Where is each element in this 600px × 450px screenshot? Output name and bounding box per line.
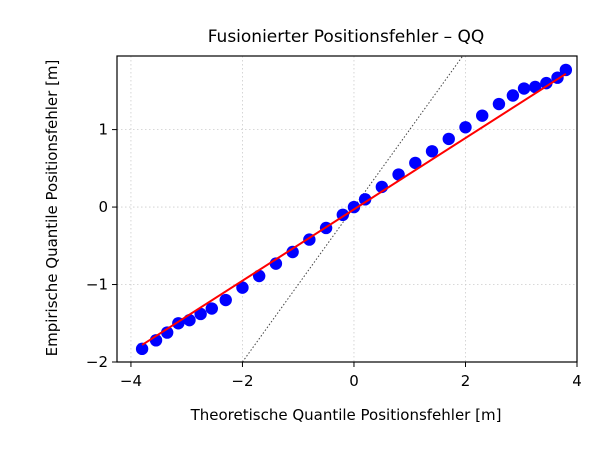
x-tick-label: −2 <box>231 372 253 390</box>
data-point <box>135 342 149 356</box>
data-point <box>528 80 542 94</box>
data-point <box>409 156 422 170</box>
data-point <box>492 97 506 111</box>
data-point <box>476 109 489 122</box>
x-tick-label: 2 <box>461 372 471 390</box>
y-axis-label: Empirische Quantile Positionsfehler [m] <box>43 60 61 357</box>
x-tick-label: 4 <box>572 372 582 390</box>
data-point <box>442 132 455 146</box>
x-axis-ticks: −4 −2 0 2 4 <box>120 362 582 390</box>
data-point <box>392 168 405 181</box>
fit-line-layer <box>141 72 567 346</box>
data-point <box>236 281 249 294</box>
data-point <box>194 307 207 321</box>
y-tick-label: 1 <box>98 121 108 139</box>
x-axis-label: Theoretische Quantile Positionsfehler [m… <box>190 406 502 424</box>
data-point <box>459 121 472 134</box>
data-point <box>205 302 218 315</box>
plot-frame <box>116 55 578 363</box>
fit-line <box>141 72 567 346</box>
data-point <box>540 76 553 90</box>
y-axis-ticks: −2 −1 0 1 <box>86 121 117 371</box>
data-point <box>347 200 361 214</box>
data-point <box>559 63 573 77</box>
data-point <box>183 313 196 327</box>
y-tick-label: −2 <box>86 353 108 371</box>
data-point <box>358 193 372 206</box>
data-point <box>517 82 531 95</box>
x-tick-label: −4 <box>120 372 142 390</box>
data-point <box>506 89 520 102</box>
data-point <box>160 326 174 339</box>
y-tick-label: −1 <box>86 276 108 294</box>
x-tick-label: 0 <box>349 372 359 390</box>
data-point <box>286 245 299 259</box>
data-point <box>425 145 439 158</box>
data-point <box>219 293 232 307</box>
y-tick-label: 0 <box>98 198 108 216</box>
chart-title: Fusionierter Positionsfehler – QQ <box>208 27 485 47</box>
